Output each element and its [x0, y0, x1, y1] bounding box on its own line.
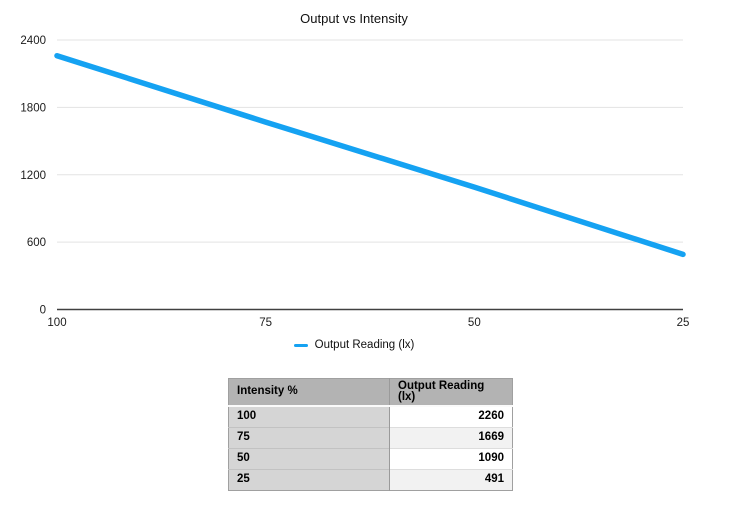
cell-output[interactable]: 1090	[389, 448, 513, 470]
series-line	[54, 52, 686, 258]
table-row: 50 1090	[228, 448, 513, 470]
table-header-row: Intensity % Output Reading (lx)	[228, 378, 513, 407]
cell-intensity[interactable]: 100	[228, 406, 390, 428]
x-tick-label: 25	[677, 317, 690, 329]
data-table: Intensity % Output Reading (lx) 100 2260…	[228, 378, 513, 491]
column-header-intensity[interactable]: Intensity %	[228, 378, 390, 407]
legend-line-swatch-icon	[293, 343, 308, 347]
cell-intensity[interactable]: 25	[228, 469, 390, 491]
line-chart[interactable]: 0 600 1200 1800 2400 100 75 50 25	[0, 0, 740, 335]
table-row: 75 1669	[228, 427, 513, 449]
x-tick-label: 100	[47, 317, 66, 329]
x-tick-label: 50	[468, 317, 481, 329]
column-header-output[interactable]: Output Reading (lx)	[389, 378, 513, 407]
cell-output[interactable]: 1669	[389, 427, 513, 449]
cell-output[interactable]: 2260	[389, 406, 513, 428]
legend-label: Output Reading (lx)	[314, 339, 415, 351]
x-tick-label: 75	[259, 317, 272, 329]
chart-title: Output vs Intensity	[300, 11, 408, 26]
y-tick-label: 600	[27, 237, 46, 249]
table-row: 100 2260	[228, 406, 513, 428]
chart-legend: Output Reading (lx)	[0, 338, 708, 352]
cell-output[interactable]: 491	[389, 469, 513, 491]
y-tick-label: 2400	[20, 35, 46, 47]
y-tick-label: 1800	[20, 102, 46, 114]
y-tick-label: 1200	[20, 170, 46, 182]
y-tick-label: 0	[40, 305, 46, 317]
cell-intensity[interactable]: 75	[228, 427, 390, 449]
table-row: 25 491	[228, 469, 513, 491]
cell-intensity[interactable]: 50	[228, 448, 390, 470]
